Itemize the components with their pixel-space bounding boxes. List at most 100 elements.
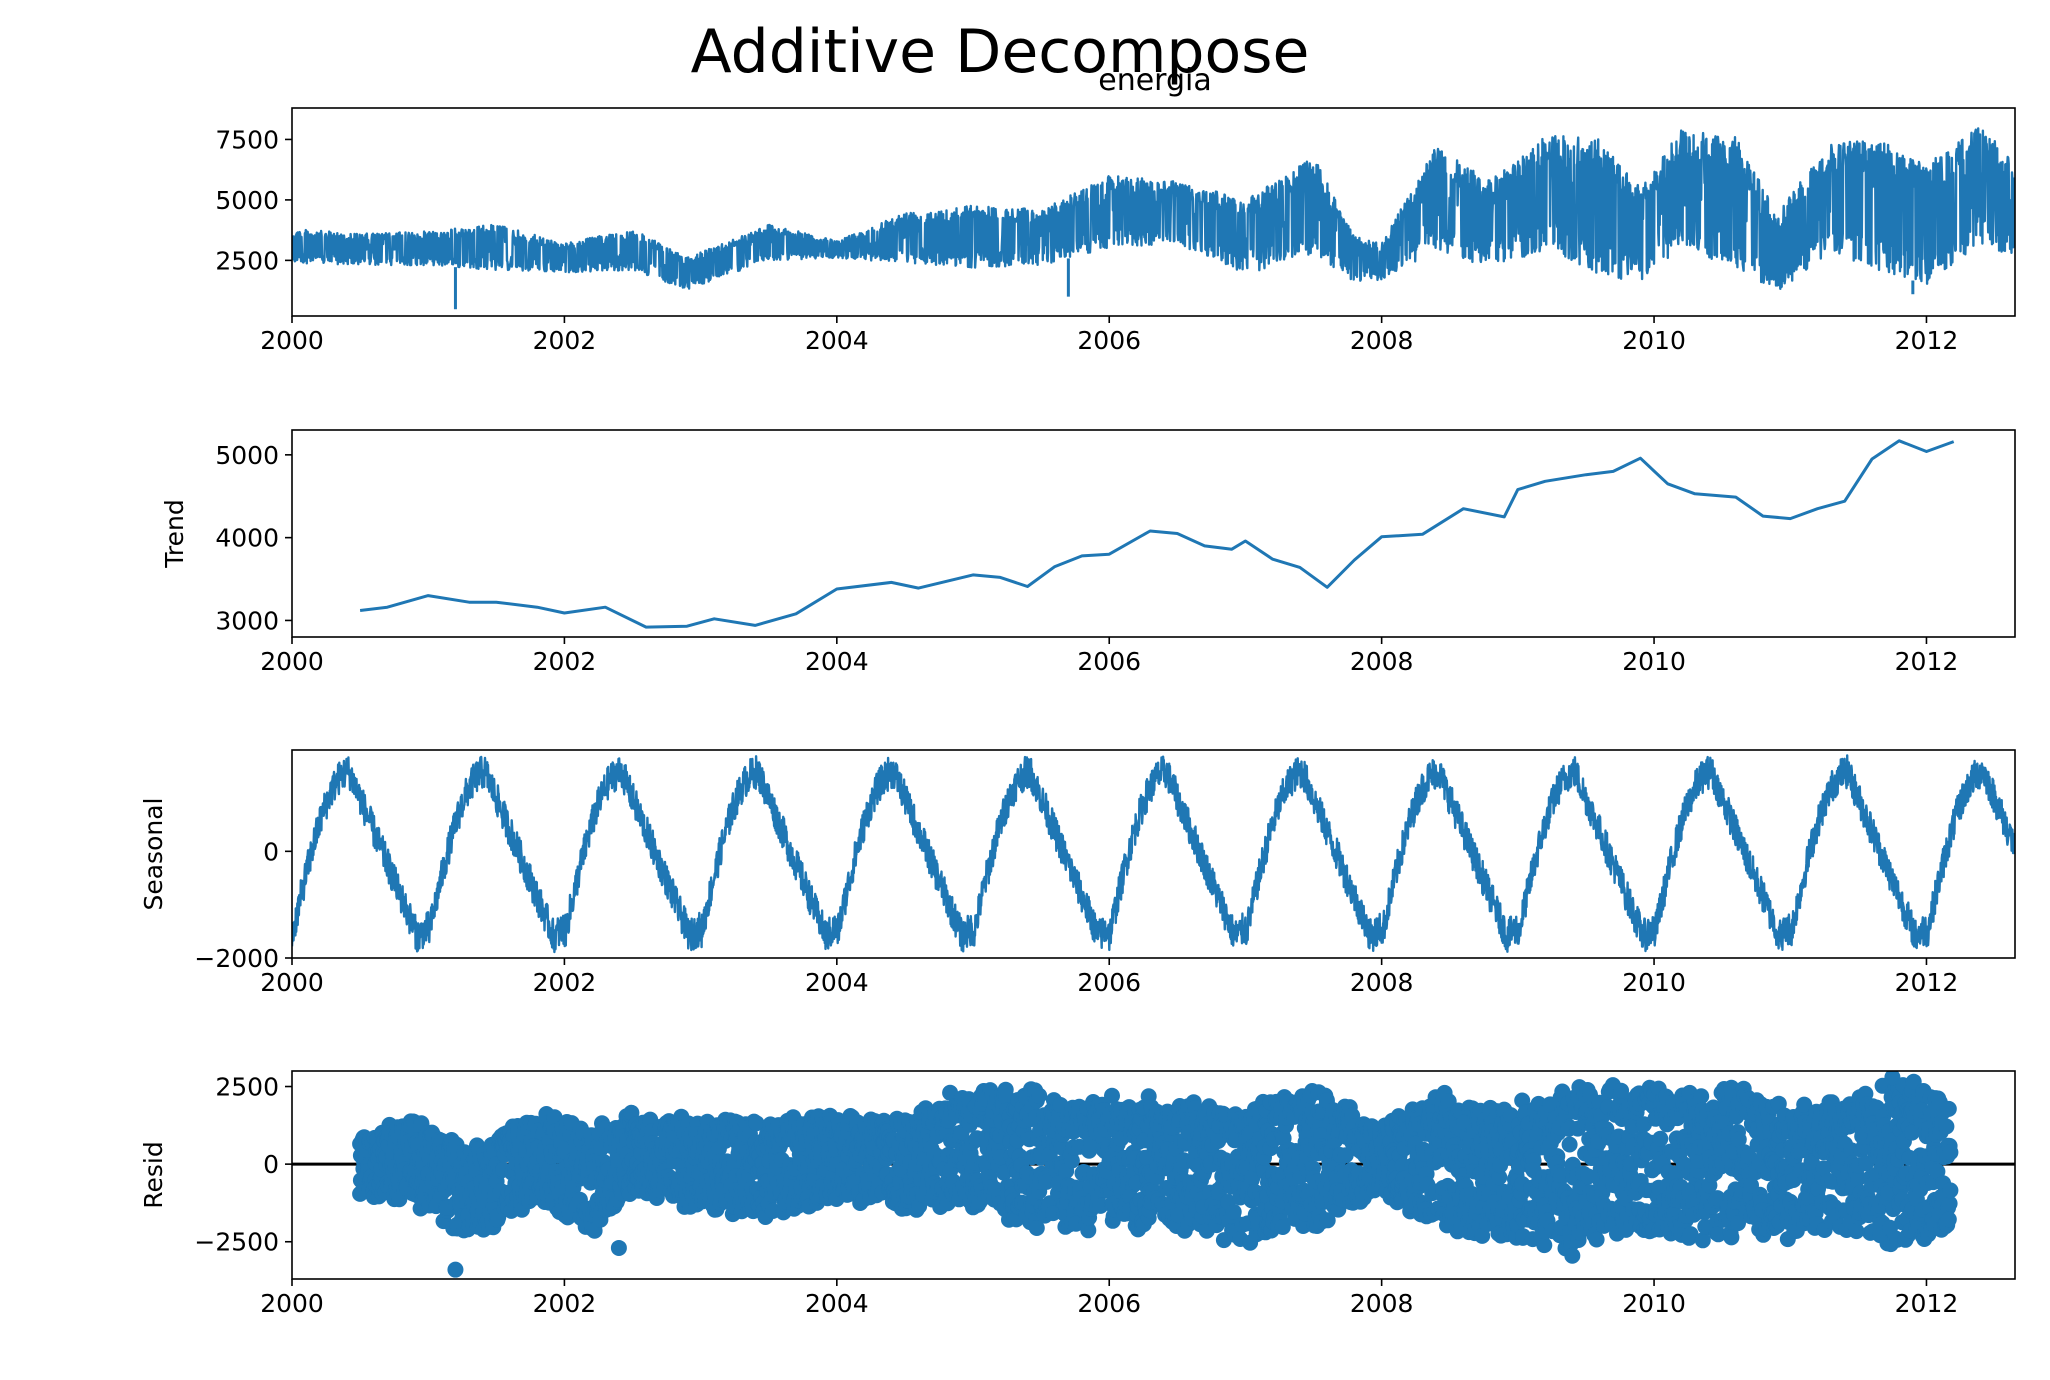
resid-point (1942, 1144, 1959, 1161)
seasonal-x-tick-label: 2010 (1622, 968, 1686, 997)
resid-point (1038, 1173, 1055, 1190)
resid-point (942, 1084, 959, 1101)
resid-point (1796, 1096, 1813, 1113)
trend-x-tick-label: 2008 (1350, 647, 1414, 676)
resid-outlier-point (1884, 1071, 1901, 1086)
resid-point (1904, 1124, 1920, 1141)
seasonal-y-tick-label: 0 (263, 837, 279, 866)
resid-point (1561, 1136, 1578, 1153)
resid-outlier-point (1564, 1247, 1581, 1264)
resid-point (1848, 1223, 1865, 1240)
resid-point (1274, 1219, 1291, 1235)
trend-axes-frame (291, 429, 2016, 638)
resid-point (1588, 1231, 1605, 1248)
panels-group: 2000 2002 2004 2006 2008 2010 2012 2500 5000 7500… (139, 107, 2016, 1318)
observed-y-tick-label: 2500 (215, 246, 279, 275)
seasonal-line (292, 754, 2015, 954)
seasonal-panel: 2000 2002 2004 2006 2008 2010 2012 −2000 0 Season… (139, 749, 2016, 997)
trend-x-tick-label: 2012 (1895, 647, 1959, 676)
resid-y-tick-label: −2500 (194, 1228, 279, 1257)
resid-point (1710, 1226, 1727, 1243)
resid-point (1723, 1229, 1740, 1246)
observed-axes-frame (291, 107, 2016, 317)
resid-panel: 2000 2002 2004 2006 2008 2010 2012 −2500 0 2500 Re… (139, 1070, 2016, 1318)
observed-x-tick-label: 2002 (533, 326, 597, 355)
resid-point (1938, 1118, 1955, 1135)
resid-point (1694, 1232, 1711, 1249)
resid-point (1225, 1203, 1242, 1220)
resid-point (1730, 1131, 1747, 1148)
resid-point (1080, 1222, 1097, 1239)
observed-panel: 2000 2002 2004 2006 2008 2010 2012 2500 5000 7500 (215, 107, 2016, 355)
trend-y-tick-label: 4000 (215, 524, 279, 553)
observed-x-tick-label: 2000 (260, 326, 324, 355)
resid-point (1104, 1087, 1120, 1104)
observed-panel-title: energia (1098, 63, 1212, 98)
resid-point (1815, 1160, 1832, 1177)
resid-point (1693, 1088, 1710, 1105)
resid-point (1580, 1168, 1597, 1185)
resid-point (1170, 1207, 1187, 1224)
resid-point (1725, 1143, 1742, 1160)
resid-x-tick-label: 2008 (1350, 1289, 1414, 1318)
seasonal-axes-frame (291, 749, 2016, 959)
resid-point (1682, 1226, 1699, 1243)
resid-outlier-point (610, 1239, 627, 1256)
resid-point (1850, 1170, 1867, 1187)
figure-title: Additive Decompose (691, 17, 1310, 87)
resid-outlier-point (447, 1261, 464, 1278)
resid-x-tick-label: 2010 (1622, 1289, 1686, 1318)
seasonal-x-tick-label: 2012 (1895, 968, 1959, 997)
resid-point (1491, 1169, 1508, 1186)
seasonal-x-tick-label: 2002 (533, 968, 597, 997)
seasonal-x-tick-label: 2008 (1350, 968, 1414, 997)
trend-x-tick-label: 2000 (260, 647, 324, 676)
resid-point (1940, 1100, 1957, 1117)
resid-point (1319, 1212, 1336, 1229)
resid-point (1337, 1147, 1354, 1164)
resid-x-tick-label: 2006 (1077, 1289, 1141, 1318)
resid-point (1063, 1152, 1080, 1169)
trend-x-tick-label: 2002 (533, 647, 597, 676)
observed-x-tick-label: 2006 (1077, 326, 1141, 355)
observed-x-tick-label: 2004 (805, 326, 869, 355)
observed-line (292, 127, 2015, 290)
trend-panel: 2000 2002 2004 2006 2008 2010 2012 3000 4000 5000… (160, 429, 2016, 676)
trend-y-tick-label: 3000 (215, 606, 279, 635)
resid-point (1514, 1092, 1531, 1109)
observed-x-tick-label: 2008 (1350, 326, 1414, 355)
observed-series (292, 127, 2015, 310)
observed-y-tick-label: 5000 (215, 186, 279, 215)
trend-x-tick-label: 2006 (1077, 647, 1141, 676)
trend-series (359, 439, 1955, 629)
resid-y-tick-label: 0 (263, 1150, 279, 1179)
trend-line (359, 439, 1955, 629)
resid-x-tick-label: 2004 (805, 1289, 869, 1318)
resid-point (1652, 1130, 1669, 1147)
resid-point (1553, 1167, 1570, 1184)
resid-point (1210, 1133, 1227, 1149)
seasonal-y-tick-label: −2000 (194, 944, 279, 973)
resid-point (1940, 1211, 1957, 1228)
seasonal-series (292, 754, 2015, 954)
trend-y-tick-label: 5000 (215, 441, 279, 470)
resid-point (1942, 1182, 1959, 1199)
resid-y-tick-label: 2500 (215, 1073, 279, 1102)
resid-x-tick-label: 2000 (260, 1289, 324, 1318)
resid-series (292, 1071, 2015, 1278)
resid-point (1613, 1082, 1630, 1099)
seasonal-x-tick-label: 2000 (260, 968, 324, 997)
trend-y-axis-label: Trend (160, 499, 189, 568)
resid-point (1536, 1237, 1553, 1254)
resid-y-axis-label: Resid (139, 1141, 168, 1208)
seasonal-x-tick-label: 2006 (1077, 968, 1141, 997)
resid-axes-frame (291, 1070, 2016, 1280)
resid-x-tick-label: 2002 (533, 1289, 597, 1318)
resid-point (1031, 1087, 1048, 1104)
observed-x-tick-label: 2012 (1895, 326, 1959, 355)
seasonal-y-axis-label: Seasonal (139, 797, 168, 910)
observed-y-tick-label: 7500 (215, 125, 279, 154)
trend-x-tick-label: 2010 (1622, 647, 1686, 676)
trend-x-tick-label: 2004 (805, 647, 869, 676)
